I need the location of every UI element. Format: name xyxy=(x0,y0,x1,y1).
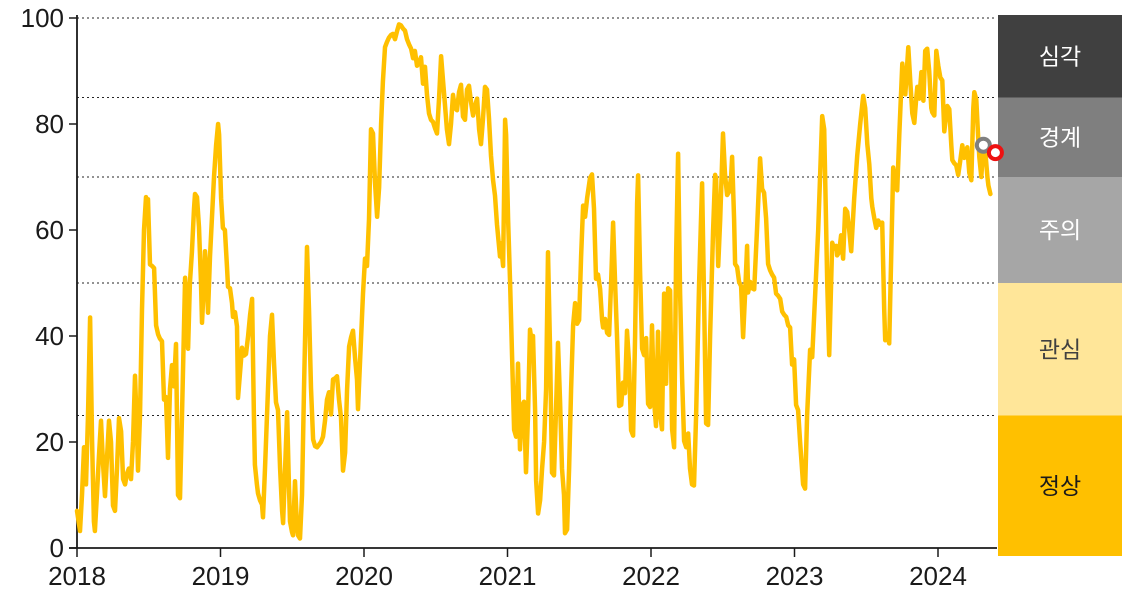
financial-stress-index-line xyxy=(74,22,993,541)
x-tick-label-2021: 2021 xyxy=(479,561,537,591)
x-tick-label-2019: 2019 xyxy=(192,561,250,591)
axes xyxy=(69,15,997,557)
previous-point-marker xyxy=(974,136,992,154)
y-tick-label-60: 60 xyxy=(35,215,64,245)
risk-level-caution xyxy=(998,177,1122,283)
x-tick-label-2024: 2024 xyxy=(909,561,967,591)
y-tick-label-0: 0 xyxy=(50,533,64,563)
risk-level-alert xyxy=(998,97,1122,177)
risk-level-label-normal: 정상 xyxy=(1039,473,1081,499)
y-tick-label-80: 80 xyxy=(35,109,64,139)
x-tick-label-2023: 2023 xyxy=(766,561,824,591)
risk-level-label-severe: 심각 xyxy=(1039,43,1081,69)
x-tick-label-2020: 2020 xyxy=(335,561,393,591)
x-tick-label-2018: 2018 xyxy=(48,561,106,591)
risk-level-normal xyxy=(998,415,1122,556)
y-tick-label-100: 100 xyxy=(21,3,64,33)
gridlines xyxy=(77,17,997,416)
y-tick-label-40: 40 xyxy=(35,321,64,351)
risk-level-label-caution: 주의 xyxy=(1039,217,1081,243)
risk-level-attention xyxy=(998,283,1122,416)
risk-level-severe xyxy=(998,15,1122,98)
risk-level-bar xyxy=(998,15,1122,556)
y-tick-label-20: 20 xyxy=(35,427,64,457)
risk-level-label-attention: 관심 xyxy=(1039,336,1081,362)
risk-level-label-alert: 경계 xyxy=(1039,124,1081,150)
x-tick-label-2022: 2022 xyxy=(622,561,680,591)
latest-point-marker xyxy=(986,144,1004,162)
